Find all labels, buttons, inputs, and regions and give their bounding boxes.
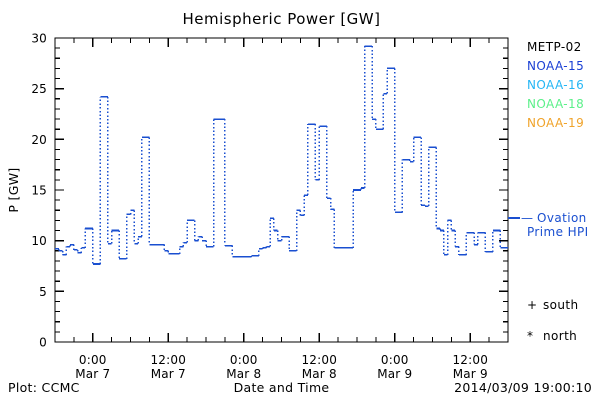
y-tick-label: 25 xyxy=(31,82,47,96)
legend-item-metp-02[interactable]: METP-02 xyxy=(527,40,582,54)
x-tick-label-date: Mar 9 xyxy=(453,367,488,381)
x-tick-label-date: Mar 9 xyxy=(377,367,412,381)
legend-marker-north-label[interactable]: north xyxy=(543,329,577,343)
y-tick-label: 10 xyxy=(31,234,47,248)
x-tick-label-time: 12:00 xyxy=(150,353,186,367)
legend-item-noaa-19[interactable]: NOAA-19 xyxy=(527,116,584,130)
x-tick-label-date: Mar 8 xyxy=(302,367,337,381)
x-tick-label-date: Mar 8 xyxy=(226,367,261,381)
x-tick-label-time: 12:00 xyxy=(301,353,337,367)
legend-ovation-line1[interactable]: Ovation xyxy=(537,211,587,225)
legend-item-noaa-15[interactable]: NOAA-15 xyxy=(527,59,584,73)
legend-marker-north-icon: * xyxy=(527,329,533,343)
y-tick-label: 5 xyxy=(39,285,47,299)
footer-plot-source: Plot: CCMC xyxy=(8,380,80,395)
legend-ovation-dash-icon: — xyxy=(521,211,533,225)
legend-item-noaa-16[interactable]: NOAA-16 xyxy=(527,78,584,92)
legend-ovation-line2[interactable]: Prime HPI xyxy=(527,225,589,239)
legend-marker-south-icon: + xyxy=(527,298,537,312)
x-tick-label-time: 0:00 xyxy=(230,353,258,367)
y-tick-label: 30 xyxy=(31,32,47,46)
x-tick-label-time: 0:00 xyxy=(381,353,409,367)
legend-marker-south-label[interactable]: south xyxy=(543,298,579,312)
plot-frame xyxy=(54,37,509,343)
x-tick-label-time: 0:00 xyxy=(79,353,107,367)
x-tick-label-date: Mar 7 xyxy=(151,367,186,381)
chart-title: Hemispheric Power [GW] xyxy=(183,10,381,28)
footer-timestamp: 2014/03/09 19:00:10 xyxy=(454,380,592,395)
y-tick-label: 20 xyxy=(31,133,47,147)
legend-item-noaa-18[interactable]: NOAA-18 xyxy=(527,97,584,111)
y-tick-label: 15 xyxy=(31,184,47,198)
y-axis-label: P [GW] xyxy=(6,167,21,212)
x-axis-label: Date and Time xyxy=(234,380,330,395)
y-tick-label: 0 xyxy=(39,336,47,350)
data-series-ovation-prime-hpi xyxy=(55,45,508,265)
x-tick-label-date: Mar 7 xyxy=(75,367,110,381)
x-tick-label-time: 12:00 xyxy=(452,353,488,367)
